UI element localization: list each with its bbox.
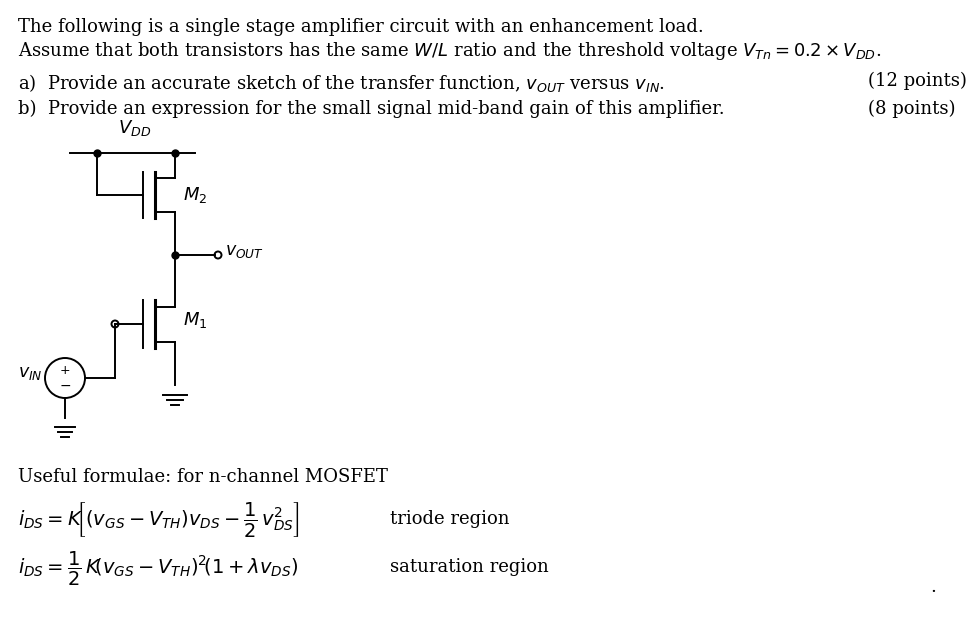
Text: .: .	[930, 578, 936, 596]
Text: a)  Provide an accurate sketch of the transfer function, $v_{OUT}$ versus $v_{IN: a) Provide an accurate sketch of the tra…	[18, 72, 665, 94]
Text: b)  Provide an expression for the small signal mid-band gain of this amplifier.: b) Provide an expression for the small s…	[18, 100, 724, 118]
Text: $v_{OUT}$: $v_{OUT}$	[225, 244, 264, 261]
Text: (12 points): (12 points)	[868, 72, 967, 90]
Text: triode region: triode region	[390, 510, 510, 528]
Text: $V_{DD}$: $V_{DD}$	[118, 118, 151, 138]
Text: The following is a single stage amplifier circuit with an enhancement load.: The following is a single stage amplifie…	[18, 18, 704, 36]
Text: saturation region: saturation region	[390, 558, 549, 576]
Text: $M_1$: $M_1$	[183, 310, 208, 330]
Text: $i_{DS} = \dfrac{1}{2}\,K\!\left(v_{GS}-V_{TH}\right)^{2}\!\left(1+\lambda v_{DS: $i_{DS} = \dfrac{1}{2}\,K\!\left(v_{GS}-…	[18, 550, 298, 588]
Text: (8 points): (8 points)	[868, 100, 956, 118]
Text: Assume that both transistors has the same $\mathit{W/L}$ ratio and the threshold: Assume that both transistors has the sam…	[18, 40, 881, 62]
Text: −: −	[59, 379, 71, 393]
Text: $v_{IN}$: $v_{IN}$	[18, 366, 43, 382]
Text: +: +	[59, 364, 70, 378]
Text: $M_2$: $M_2$	[183, 185, 208, 205]
Text: Useful formulae: for n-channel MOSFET: Useful formulae: for n-channel MOSFET	[18, 468, 388, 486]
Text: $i_{DS} = K\!\left[\left(v_{GS}-V_{TH}\right)v_{DS}-\dfrac{1}{2}\,v_{DS}^{2}\rig: $i_{DS} = K\!\left[\left(v_{GS}-V_{TH}\r…	[18, 500, 300, 539]
